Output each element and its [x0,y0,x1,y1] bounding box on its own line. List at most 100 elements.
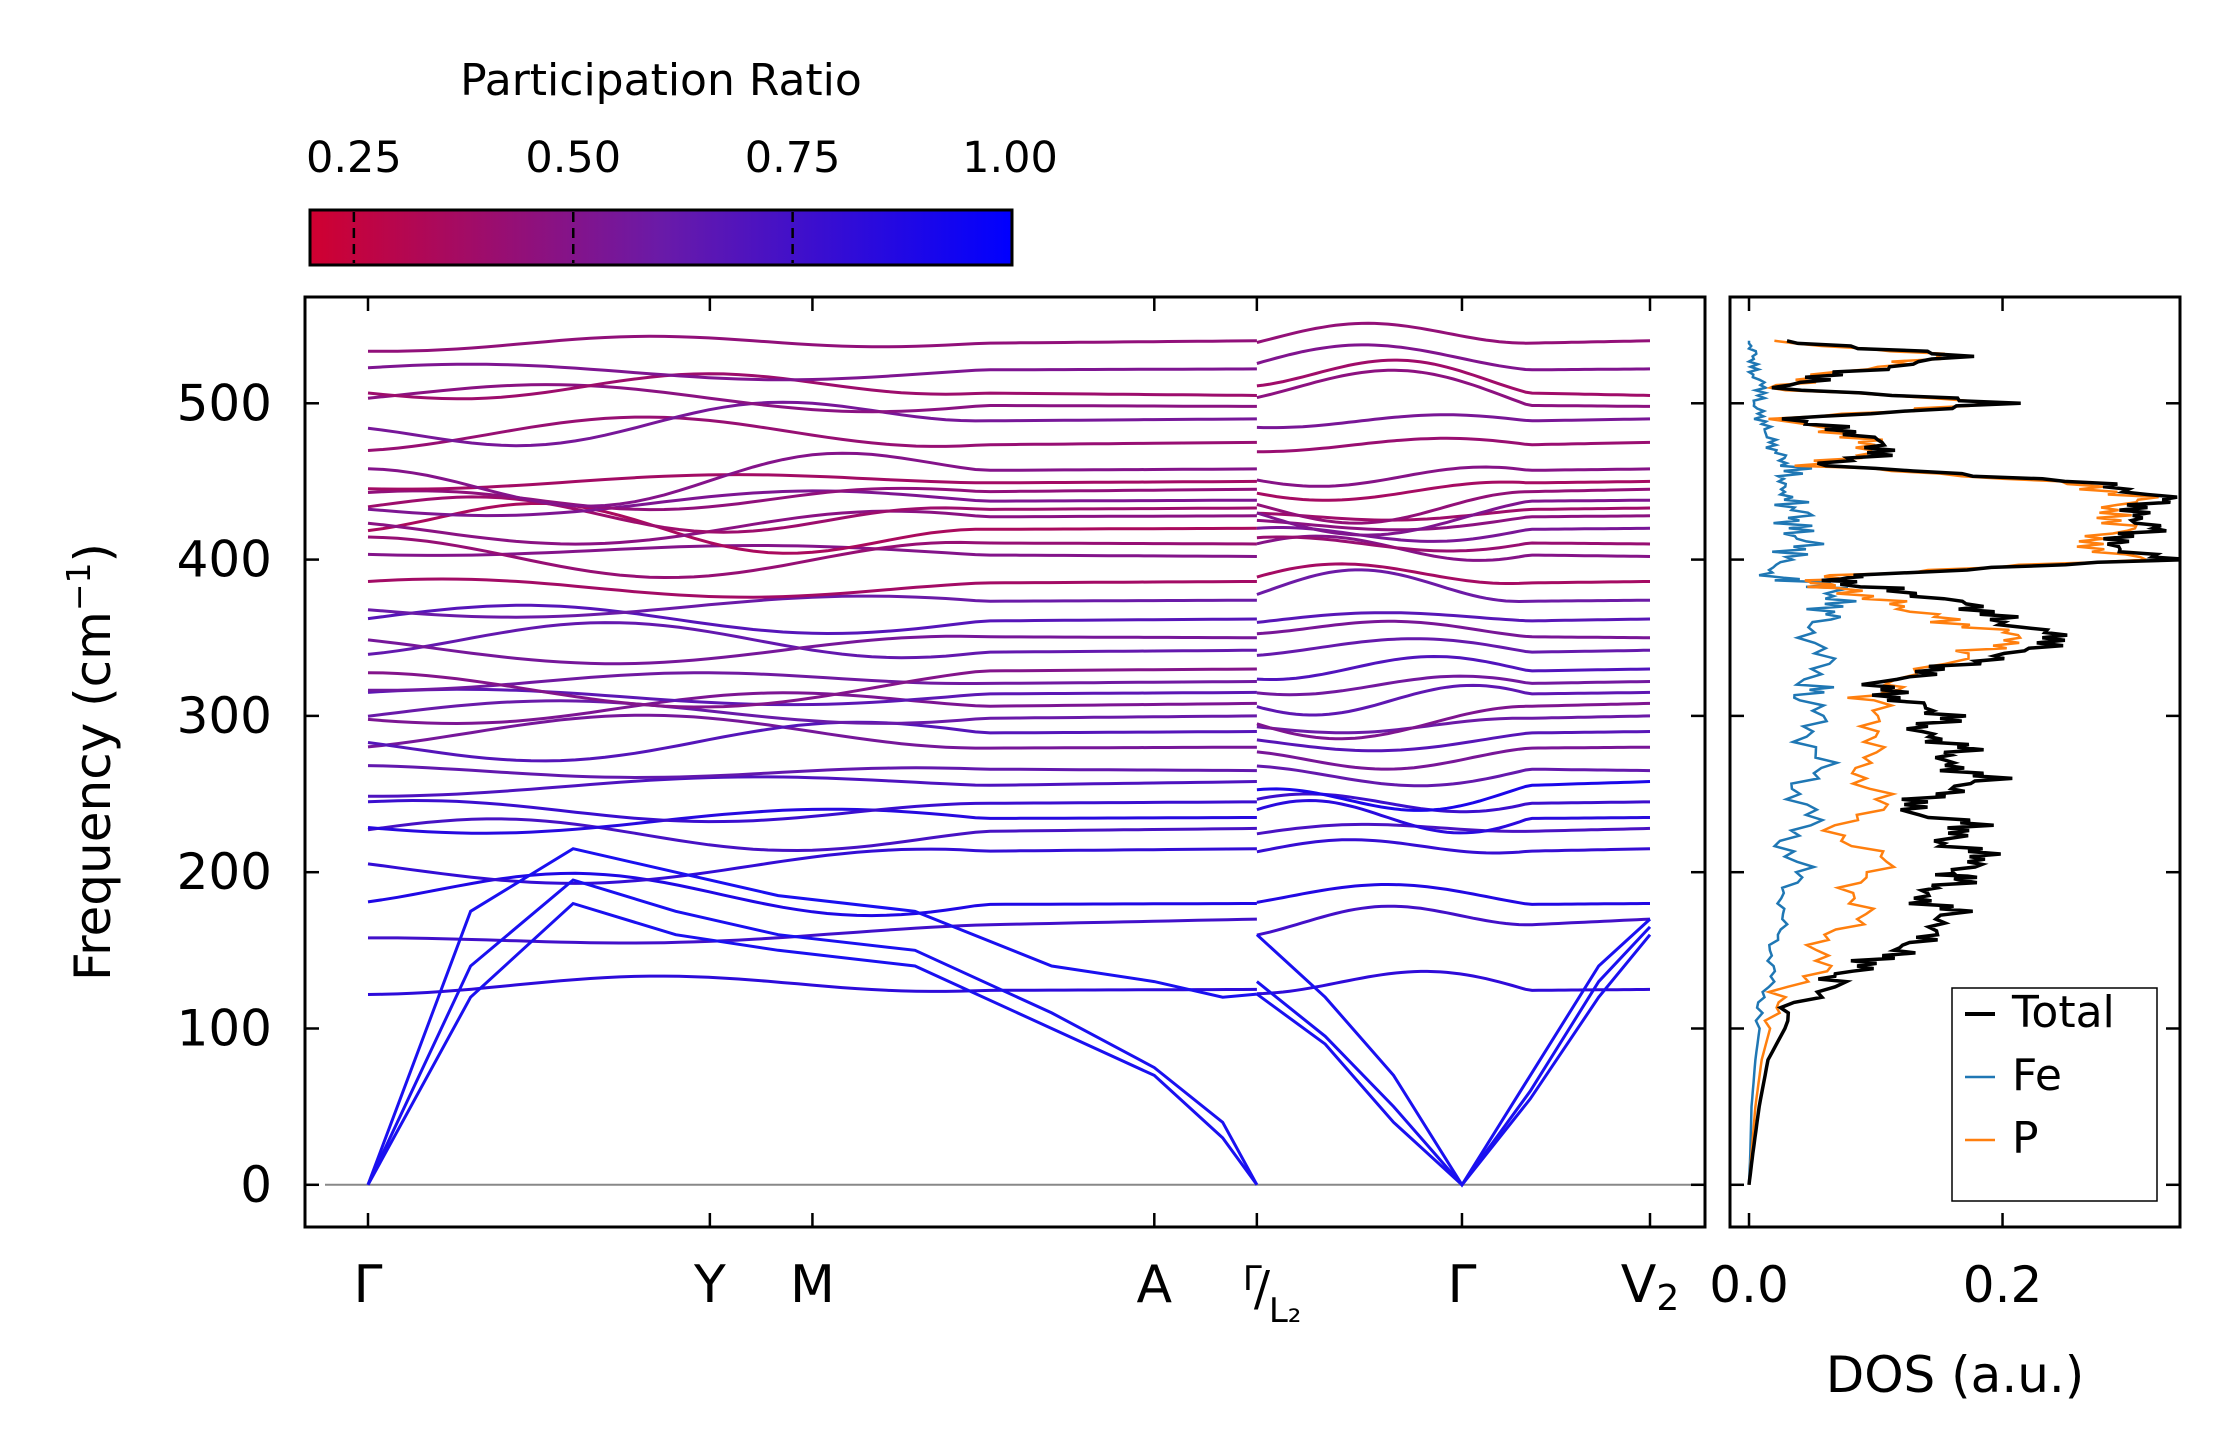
optical-branch [367,535,1257,580]
optical-branch [1256,619,1650,640]
acoustic-branch [366,878,1259,1186]
colorbar-tick-label: 0.25 [306,133,402,183]
dos-x-axis-label: DOS (a.u.) [1826,1346,2085,1404]
legend-label-p: P [2012,1113,2039,1164]
k-label-top: Γ [1243,1259,1262,1299]
optical-branch [367,687,1257,707]
optical-branch [1256,838,1651,855]
colorbar-tick-label: 1.00 [962,133,1058,183]
optical-branch [1256,498,1650,537]
optical-branch [1256,745,1650,771]
optical-branch [367,667,1257,709]
optical-branch [367,817,1257,853]
optical-branch [367,362,1257,382]
dos-series-total [1747,339,2180,1186]
optical-branch [367,798,1257,824]
optical-branch [1256,883,1650,906]
k-label-gamma-l2: Γ/L₂ [1243,1259,1302,1331]
optical-branch [1256,904,1651,937]
optical-branch [368,917,1257,945]
k-label: Γ [1447,1255,1476,1315]
optical-branch [367,847,1257,885]
legend-label-total: Total [2011,987,2115,1038]
optical-branch [367,400,1257,448]
optical-branch [367,720,1257,763]
optical-branch [367,807,1257,835]
y-tick-label: 0 [240,1156,272,1214]
optical-branch [1256,479,1651,502]
optical-branch [1256,792,1650,814]
optical-branch [367,871,1257,918]
optical-branch [1256,487,1651,525]
optical-branch [367,544,1257,558]
dos-series-fe [1745,340,1857,1185]
optical-branch [1256,436,1651,454]
optical-branch [1256,764,1651,788]
acoustic-branch [1255,917,1652,1188]
dos-axes: 0.0 0.2 [1709,297,2180,1314]
optical-branch [367,764,1257,780]
y-tick-label: 100 [177,999,272,1057]
band-lines [325,321,1700,1188]
optical-branch [368,671,1257,692]
optical-branch [1256,568,1651,604]
optical-branch [367,699,1257,725]
band-frame [303,295,1707,1229]
optical-branch [367,502,1257,555]
y-tick-label: 400 [177,531,272,589]
dos-x-tick-label: 0.2 [1963,1256,2043,1314]
acoustic-branch [366,847,1258,1186]
optical-branch [367,603,1257,636]
dos-x-tick-label: 0.0 [1709,1256,1789,1314]
colorbar-tick-label: 0.50 [525,133,621,183]
y-axis-label-exponent: −1 [59,562,98,611]
dos-panel: 0.0 0.2 DOS (a.u.) Total Fe P [1709,295,2182,1404]
dos-series-p [1747,339,2159,1185]
optical-branch [1256,506,1651,522]
y-tick-label: 500 [177,374,272,432]
optical-branch [1256,730,1651,753]
optical-branch [367,334,1257,353]
acoustic-branch [1255,925,1652,1188]
optical-branch [1256,368,1650,408]
legend-items: Total Fe P [1965,987,2115,1164]
optical-branch [367,495,1257,534]
optical-branch [1256,413,1651,430]
optical-branch [1256,465,1651,488]
dos-lines [1745,339,2180,1186]
y-tick-label: 300 [177,687,272,745]
optical-branch [1256,514,1651,532]
optical-branch [367,509,1257,546]
colorbar-tick-label: 0.75 [745,133,841,183]
optical-branch [367,489,1257,518]
k-label: Γ [354,1255,383,1315]
y-axis-label: Frequency (cm−1) [59,543,122,981]
optical-branch [1256,654,1651,681]
optical-branch [1256,358,1651,397]
optical-branch [367,473,1257,491]
colorbar-ticks: 0.25 0.50 0.75 1.00 [306,133,1058,263]
colorbar-gradient [308,208,1014,267]
optical-branch [367,383,1257,414]
optical-branch [1256,798,1650,835]
optical-branch [1256,822,1651,836]
optical-branch [367,621,1257,660]
optical-branch [1256,321,1651,345]
optical-branch [1256,343,1651,372]
optical-branch [367,713,1257,750]
optical-branch [367,577,1257,599]
k-label-v-sub: 2 [1656,1278,1679,1319]
dos-frame [1728,295,2182,1229]
optical-branch [1256,714,1651,735]
k-label: Y [693,1255,726,1315]
legend-box [1951,987,2158,1202]
optical-branch [1256,674,1651,697]
optical-branch [1256,534,1651,562]
k-label-bottom: L₂ [1269,1291,1302,1331]
optical-branch [1256,683,1651,717]
k-label-v2: V2 [1621,1255,1679,1319]
optical-branch [1256,611,1651,624]
